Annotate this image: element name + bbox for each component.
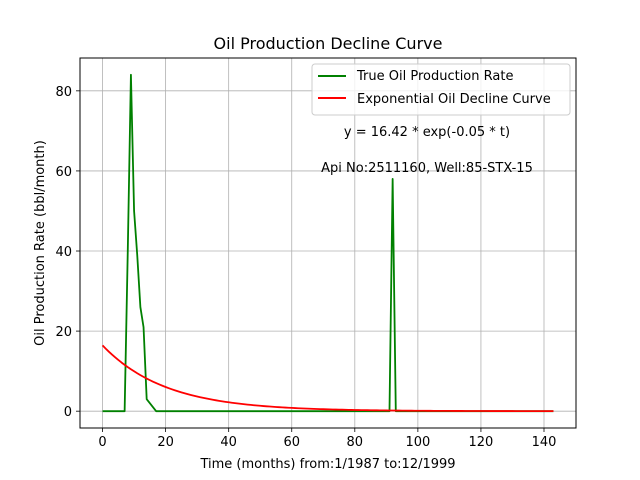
series-line-decline-curve xyxy=(101,344,554,413)
y-tick-label: 60 xyxy=(55,165,72,180)
chart-title: Oil Production Decline Curve xyxy=(214,34,443,53)
well-annotation: Api No:2511160, Well:85-STX-15 xyxy=(321,161,533,176)
x-tick-label: 120 xyxy=(469,435,494,450)
y-tick-label: 0 xyxy=(64,405,72,420)
x-axis-ticks: 0 20 40 60 80 100 120 140 xyxy=(98,428,556,450)
legend: True Oil Production Rate Exponential Oil… xyxy=(311,63,571,116)
x-tick-label: 20 xyxy=(157,435,174,450)
plot-frame xyxy=(79,57,577,429)
plot-series xyxy=(101,73,554,413)
x-tick-label: 80 xyxy=(347,435,364,450)
y-tick-label: 20 xyxy=(55,325,72,340)
y-axis-ticks: 0 20 40 60 80 xyxy=(55,85,80,420)
y-tick-label: 80 xyxy=(55,85,72,100)
x-tick-label: 60 xyxy=(283,435,300,450)
x-tick-label: 0 xyxy=(98,435,106,450)
y-tick-label: 40 xyxy=(55,245,72,260)
x-tick-label: 140 xyxy=(532,435,557,450)
x-tick-label: 40 xyxy=(220,435,237,450)
legend-label-decline-curve: Exponential Oil Decline Curve xyxy=(357,92,551,107)
series-line-true-rate xyxy=(102,73,554,413)
legend-box xyxy=(311,63,571,116)
x-tick-label: 100 xyxy=(405,435,430,450)
equation-annotation: y = 16.42 * exp(-0.05 * t) xyxy=(344,125,510,140)
legend-label-true-rate: True Oil Production Rate xyxy=(356,69,513,84)
x-axis-label: Time (months) from:1/1987 to:12/1999 xyxy=(199,457,455,472)
y-axis-label: Oil Production Rate (bbl/month) xyxy=(33,140,48,346)
